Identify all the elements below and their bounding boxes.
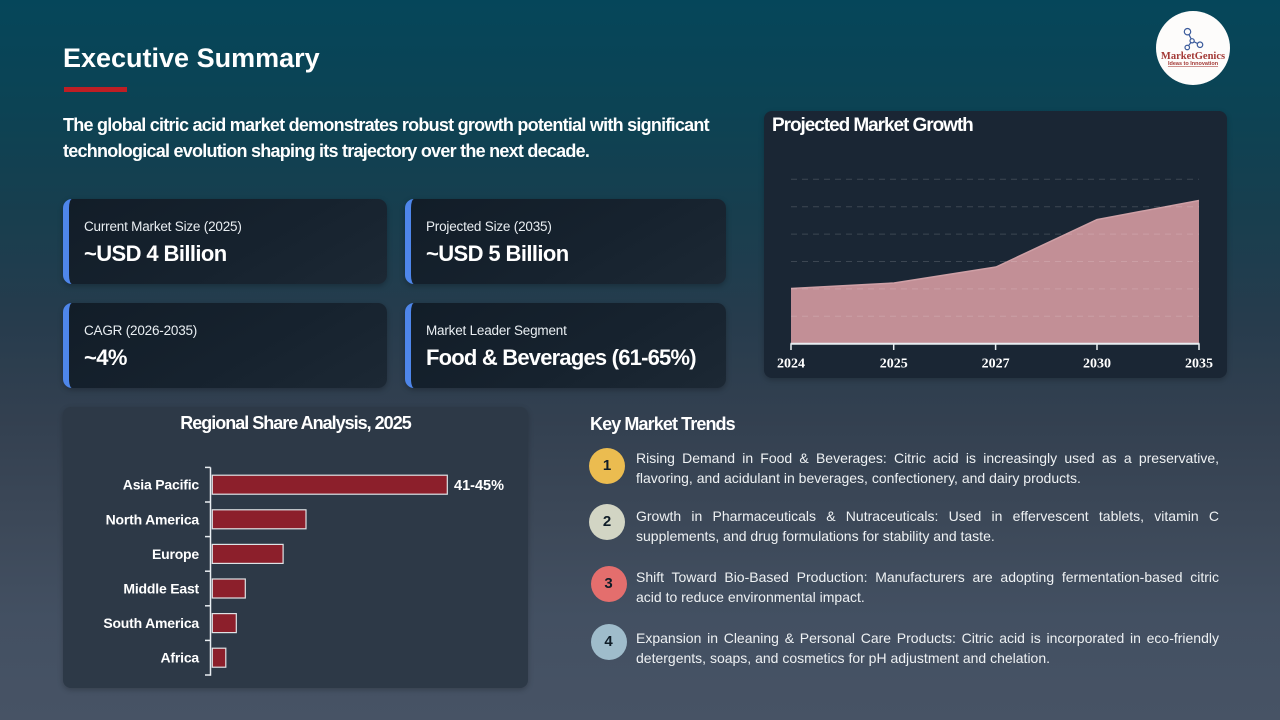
svg-text:2030: 2030 [1083, 357, 1111, 372]
svg-text:2035: 2035 [1185, 357, 1213, 372]
svg-text:MarketGenics: MarketGenics [1161, 51, 1225, 62]
svg-text:Africa: Africa [161, 650, 200, 666]
svg-text:Asia Pacific: Asia Pacific [123, 477, 200, 493]
svg-text:South America: South America [103, 615, 199, 631]
svg-text:2024: 2024 [777, 357, 805, 372]
svg-text:Europe: Europe [152, 546, 199, 562]
svg-text:41-45%: 41-45% [454, 478, 504, 494]
svg-text:North America: North America [106, 511, 200, 527]
svg-text:2027: 2027 [982, 357, 1010, 372]
svg-text:Ideas to Innovation: Ideas to Innovation [1168, 61, 1219, 67]
svg-text:Middle East: Middle East [123, 581, 199, 597]
svg-text:2025: 2025 [880, 357, 908, 372]
